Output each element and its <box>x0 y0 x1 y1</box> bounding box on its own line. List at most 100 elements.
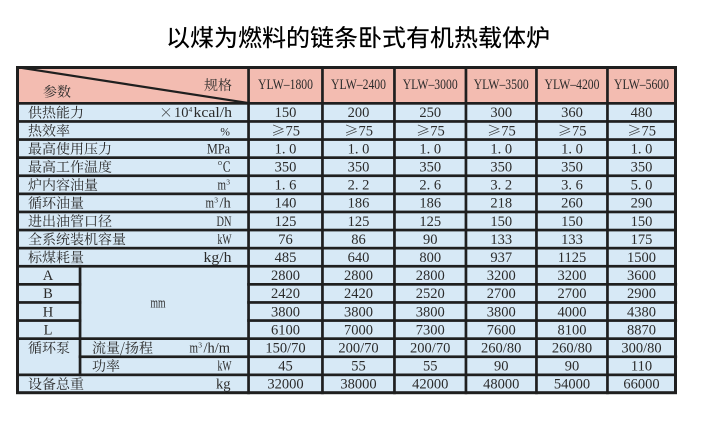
svg-text:1. 0: 1. 0 <box>419 141 441 157</box>
svg-text:3200: 3200 <box>558 268 587 284</box>
svg-text:2700: 2700 <box>558 286 587 302</box>
svg-text:1. 0: 1. 0 <box>631 141 653 157</box>
svg-text:MPa: MPa <box>207 141 230 157</box>
svg-text:8870: 8870 <box>627 322 656 338</box>
svg-text:4: 4 <box>189 105 193 114</box>
svg-text:76: 76 <box>278 232 293 248</box>
svg-text:2520: 2520 <box>416 286 445 302</box>
svg-text:480: 480 <box>631 105 653 121</box>
svg-text:350: 350 <box>490 160 512 176</box>
svg-text:3800: 3800 <box>271 304 300 320</box>
svg-text:YLW–4200: YLW–4200 <box>545 77 600 93</box>
svg-text:YLW–2400: YLW–2400 <box>331 77 386 93</box>
svg-text:%: % <box>220 126 230 138</box>
svg-text:800: 800 <box>419 250 441 266</box>
svg-text:3600: 3600 <box>627 268 656 284</box>
svg-text:/h/m: /h/m <box>204 341 231 357</box>
svg-text:55: 55 <box>351 359 366 375</box>
svg-text:290: 290 <box>631 196 653 212</box>
svg-text:260/80: 260/80 <box>552 341 592 357</box>
svg-text:kcal/h: kcal/h <box>194 105 233 121</box>
svg-text:2800: 2800 <box>416 268 445 284</box>
svg-text:260/80: 260/80 <box>481 341 521 357</box>
svg-text:55: 55 <box>423 359 438 375</box>
svg-text:90: 90 <box>494 359 509 375</box>
svg-text:m: m <box>206 196 215 212</box>
svg-text:640: 640 <box>348 250 370 266</box>
svg-text:2800: 2800 <box>344 268 373 284</box>
svg-text:218: 218 <box>490 196 512 212</box>
svg-text:kW: kW <box>218 359 232 375</box>
svg-text:1. 0: 1. 0 <box>561 141 583 157</box>
svg-text:150: 150 <box>561 214 583 230</box>
svg-text:150: 150 <box>275 105 297 121</box>
svg-text:3: 3 <box>226 177 230 186</box>
svg-text:133: 133 <box>490 232 512 248</box>
svg-text:2700: 2700 <box>487 286 516 302</box>
svg-text:125: 125 <box>275 214 297 230</box>
svg-text:6100: 6100 <box>271 322 300 338</box>
svg-text:1. 0: 1. 0 <box>490 141 512 157</box>
svg-text:48000: 48000 <box>483 377 519 393</box>
svg-text:YLW–3500: YLW–3500 <box>474 77 529 93</box>
svg-text:1. 0: 1. 0 <box>275 141 297 157</box>
svg-text:B: B <box>43 286 53 302</box>
svg-text:mm: mm <box>151 295 166 311</box>
svg-text:3800: 3800 <box>344 304 373 320</box>
svg-text:32000: 32000 <box>267 377 303 393</box>
svg-text:2800: 2800 <box>271 268 300 284</box>
svg-text:3200: 3200 <box>487 268 516 284</box>
svg-text:133: 133 <box>561 232 583 248</box>
svg-text:260: 260 <box>561 196 583 212</box>
svg-text:3. 2: 3. 2 <box>490 178 512 194</box>
svg-text:kW: kW <box>218 232 232 248</box>
svg-text:3: 3 <box>198 340 202 349</box>
svg-text:YLW–3000: YLW–3000 <box>403 77 458 93</box>
svg-text:350: 350 <box>275 160 297 176</box>
svg-text:300/80: 300/80 <box>621 341 661 357</box>
svg-text:186: 186 <box>419 196 441 212</box>
svg-text:150/70: 150/70 <box>265 341 305 357</box>
svg-text:200/70: 200/70 <box>338 341 378 357</box>
svg-text:66000: 66000 <box>623 377 659 393</box>
svg-text:250: 250 <box>419 105 441 121</box>
svg-text:7600: 7600 <box>487 322 516 338</box>
svg-text:42000: 42000 <box>412 377 448 393</box>
svg-text:90: 90 <box>565 359 580 375</box>
svg-text:m: m <box>190 341 199 357</box>
svg-text:45: 45 <box>278 359 293 375</box>
svg-text:DN: DN <box>217 214 232 230</box>
svg-text:75: 75 <box>359 123 374 139</box>
svg-text:125: 125 <box>419 214 441 230</box>
svg-text:360: 360 <box>561 105 583 121</box>
svg-text:1. 0: 1. 0 <box>348 141 370 157</box>
svg-text:A: A <box>43 268 54 284</box>
svg-text:kg: kg <box>216 377 231 393</box>
svg-text:200/70: 200/70 <box>410 341 450 357</box>
svg-text:7300: 7300 <box>416 322 445 338</box>
svg-text:54000: 54000 <box>554 377 590 393</box>
svg-text:1. 6: 1. 6 <box>275 178 297 194</box>
svg-text:75: 75 <box>286 123 301 139</box>
svg-text:5. 0: 5. 0 <box>631 178 653 194</box>
svg-text:1125: 1125 <box>558 250 586 266</box>
svg-text:3800: 3800 <box>487 304 516 320</box>
svg-text:/h: /h <box>220 196 232 212</box>
svg-text:38000: 38000 <box>340 377 376 393</box>
svg-text:300: 300 <box>490 105 512 121</box>
svg-text:90: 90 <box>423 232 438 248</box>
svg-text:86: 86 <box>351 232 366 248</box>
svg-text:200: 200 <box>348 105 370 121</box>
svg-text:350: 350 <box>631 160 653 176</box>
svg-text:75: 75 <box>501 123 516 139</box>
svg-text:YLW–1800: YLW–1800 <box>258 77 313 93</box>
svg-text:1500: 1500 <box>627 250 656 266</box>
svg-text:L: L <box>44 322 53 338</box>
svg-text:m: m <box>218 178 227 194</box>
svg-text:110: 110 <box>631 359 652 375</box>
svg-text:4000: 4000 <box>558 304 587 320</box>
svg-text:2. 6: 2. 6 <box>419 178 441 194</box>
svg-text:H: H <box>43 304 54 320</box>
svg-text:150: 150 <box>490 214 512 230</box>
svg-text:YLW–5600: YLW–5600 <box>614 77 669 93</box>
